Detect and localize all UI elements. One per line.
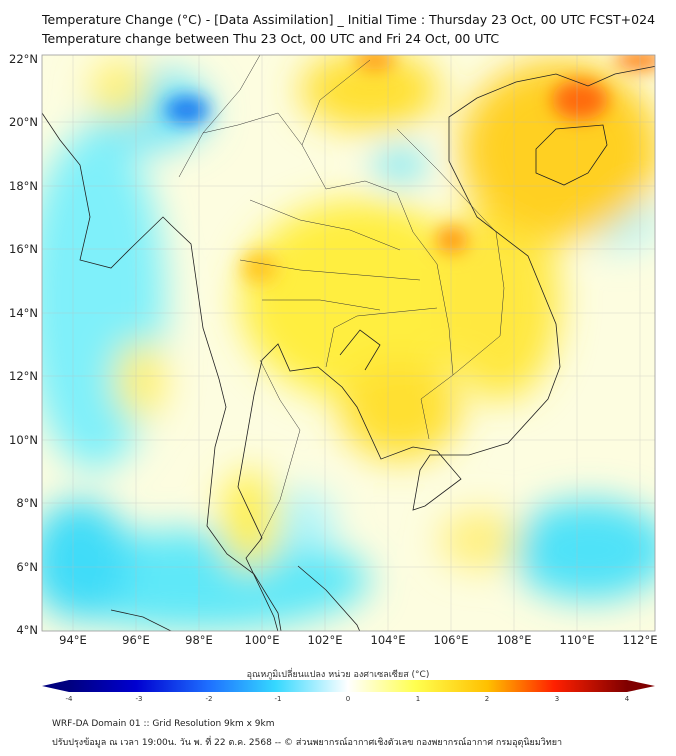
lon-label: 100°E	[244, 633, 280, 647]
lat-label: 22°N	[9, 52, 38, 66]
lat-label: 4°N	[16, 623, 38, 637]
lat-label: 20°N	[9, 115, 38, 129]
title-line-2: Temperature change between Thu 23 Oct, 0…	[42, 31, 500, 46]
lat-label: 18°N	[9, 179, 38, 193]
lat-label: 16°N	[9, 242, 38, 256]
lon-label: 98°E	[185, 633, 213, 647]
graticule	[42, 55, 655, 631]
colorbar-tick: -4	[65, 695, 73, 703]
country-borders	[178, 55, 505, 541]
lon-label: 102°E	[307, 633, 343, 647]
lon-label: 96°E	[122, 633, 150, 647]
title-line-1: Temperature Change (°C) - [Data Assimila…	[42, 12, 656, 27]
footer-model-info: WRF-DA Domain 01 :: Grid Resolution 9km …	[52, 719, 275, 729]
colorbar-tick: 4	[624, 695, 630, 703]
colorbar-tick: 2	[484, 695, 490, 703]
lon-label: 108°E	[496, 633, 532, 647]
lon-label: 104°E	[370, 633, 406, 647]
colorbar-tick: 1	[415, 695, 421, 703]
lat-label: 6°N	[16, 560, 38, 574]
lon-label: 112°E	[622, 633, 658, 647]
coastlines	[42, 65, 655, 631]
plot-frame	[41, 54, 656, 632]
lat-label: 12°N	[9, 369, 38, 383]
temperature-field	[42, 55, 655, 631]
colorbar-tick: -2	[205, 695, 213, 703]
lon-label: 94°E	[59, 633, 87, 647]
footer-credit: ปรับปรุงข้อมูล ณ เวลา 19:00น. วัน พ. ที่…	[52, 738, 563, 748]
colorbar-tick: 3	[554, 695, 560, 703]
lat-label: 14°N	[9, 306, 38, 320]
lon-label: 106°E	[433, 633, 469, 647]
lat-label: 10°N	[9, 433, 38, 447]
colorbar-title: อุณหภูมิเปลี่ยนแปลง หน่วย องศาเซลเซียส (…	[246, 670, 430, 680]
colorbar-tick: 0	[345, 695, 351, 703]
colorbar-tick: -1	[274, 695, 282, 703]
colorbar	[42, 680, 655, 692]
lat-label: 8°N	[16, 496, 38, 510]
colorbar-tick: -3	[135, 695, 143, 703]
lon-label: 110°E	[559, 633, 595, 647]
